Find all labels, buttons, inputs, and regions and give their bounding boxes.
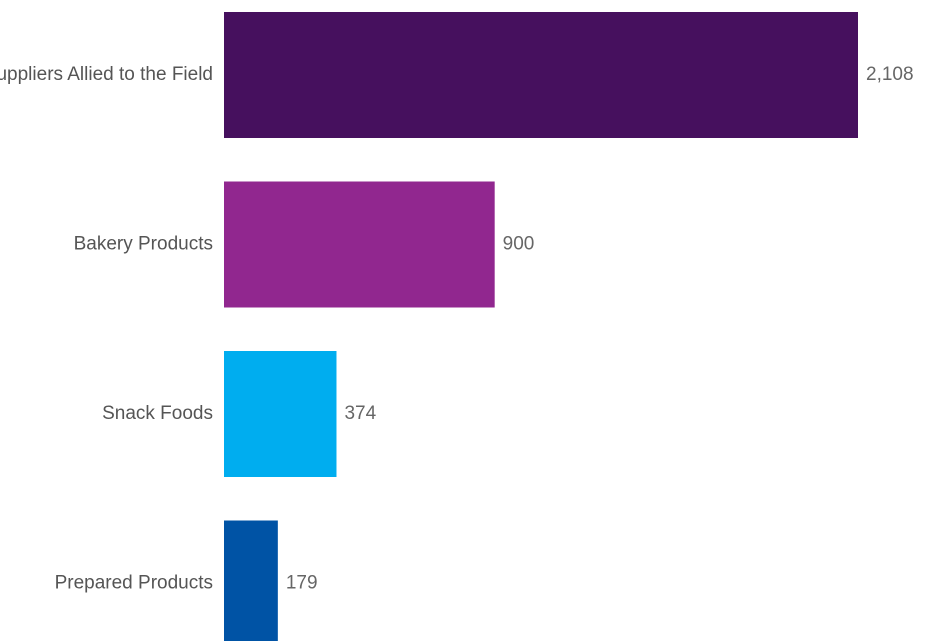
bar-prepared-products [224, 520, 278, 641]
category-label-bakery-products: Bakery Products [74, 234, 213, 255]
bar-snack-foods [224, 351, 337, 477]
value-label-snack-foods: 374 [344, 403, 376, 424]
value-label-prepared-products: 179 [286, 573, 318, 594]
value-label-bakery-products: 900 [503, 234, 535, 255]
bar-suppliers-allied-to-the-field [224, 12, 858, 138]
value-label-suppliers-allied-to-the-field: 2,108 [866, 64, 914, 85]
bar-bakery-products [224, 181, 495, 308]
category-label-prepared-products: Prepared Products [55, 573, 213, 594]
category-label-snack-foods: Snack Foods [102, 403, 213, 424]
category-label-suppliers-allied-to-the-field: Suppliers Allied to the Field [0, 64, 213, 85]
